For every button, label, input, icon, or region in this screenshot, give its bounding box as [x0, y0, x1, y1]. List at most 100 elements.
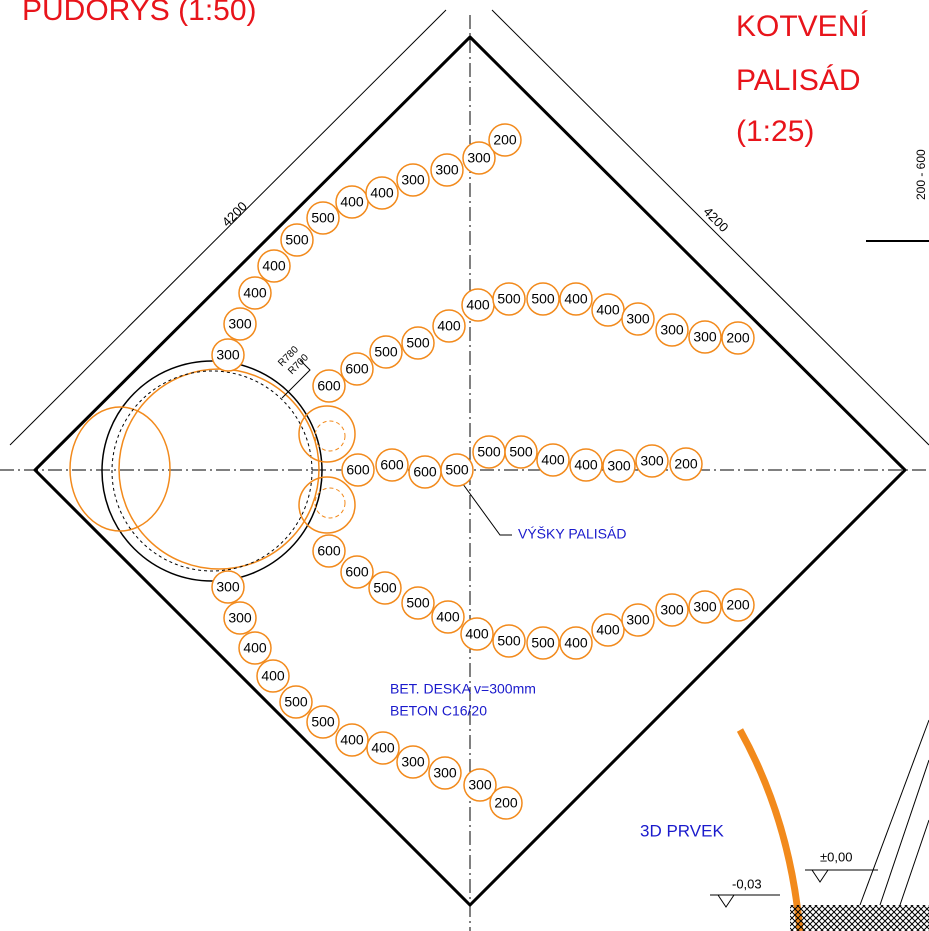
edge: [859, 719, 929, 906]
palisade: [635, 444, 669, 478]
ground: [790, 905, 929, 931]
palisade: [312, 534, 346, 568]
palisade-height: 600: [413, 464, 437, 480]
palisade: [430, 153, 464, 187]
palisade: [591, 613, 625, 647]
ring: [298, 405, 356, 463]
ring: [314, 420, 346, 452]
detail-title: KOTVENÍ: [736, 10, 868, 43]
palisade-height: 500: [531, 291, 555, 307]
palisade: [569, 448, 603, 482]
palisade: [223, 307, 257, 341]
palisade: [396, 745, 430, 779]
note: 3D PRVEK: [640, 821, 724, 840]
level-mark: [717, 894, 735, 908]
palisade-height: 400: [574, 457, 598, 473]
palisade: [721, 321, 755, 355]
leader: [281, 359, 311, 399]
palisade-height: 500: [284, 694, 308, 710]
palisade: [655, 313, 689, 347]
note: VÝŠKY PALISÁD: [518, 526, 626, 542]
palisade-height: 300: [216, 579, 240, 595]
palisade: [432, 309, 466, 343]
edge: [879, 759, 929, 906]
palisade-height: 500: [497, 633, 521, 649]
palisade-height: 400: [371, 740, 395, 756]
palisade-height: 400: [370, 185, 394, 201]
palisade-height: 600: [345, 361, 369, 377]
palisade-height: 400: [261, 668, 285, 684]
detail-title: (1:25): [736, 115, 814, 148]
palisade: [488, 123, 522, 157]
palisade: [489, 786, 523, 820]
palisade-height: 400: [465, 626, 489, 642]
ring: [298, 476, 356, 534]
note: BET. DESKA v=300mm: [390, 681, 536, 697]
note: BETON C16/20: [390, 703, 487, 719]
palisade-height: 200: [493, 132, 517, 148]
palisade-height: 400: [340, 194, 364, 210]
palisade-height: 500: [406, 595, 430, 611]
palisade: [375, 448, 409, 482]
palisade: [280, 223, 314, 257]
level-mark: [811, 869, 829, 883]
palisade: [238, 276, 272, 310]
palisade: [340, 555, 374, 589]
palisade: [669, 447, 703, 481]
palisade-height: 500: [445, 462, 469, 478]
palisade: [655, 593, 689, 627]
palisade-height: 400: [564, 635, 588, 651]
palisade-height: 500: [477, 444, 501, 460]
palisade-height: 300: [435, 162, 459, 178]
palisade-height: 500: [311, 714, 335, 730]
palisade-height: 600: [346, 462, 370, 478]
element-3d: [736, 728, 804, 931]
palisade: [365, 176, 399, 210]
palisade: [401, 586, 435, 620]
palisade-height: 300: [401, 754, 425, 770]
palisade-height: 600: [380, 457, 404, 473]
palisade: [211, 570, 245, 604]
palisade: [223, 601, 257, 635]
palisade: [341, 453, 375, 487]
palisade: [401, 326, 435, 360]
side-label: 200 - 600: [914, 149, 928, 200]
palisade: [688, 320, 722, 354]
palisade-height: 300: [693, 329, 717, 345]
palisade: [688, 590, 722, 624]
palisade-height: 600: [345, 564, 369, 580]
palisade: [559, 626, 593, 660]
detail-title: PALISÁD: [736, 64, 861, 97]
palisade-height: 200: [726, 597, 750, 613]
palisade-height: 400: [243, 640, 267, 656]
palisade: [238, 631, 272, 665]
palisade-height: 400: [436, 609, 460, 625]
palisade-height: 300: [401, 172, 425, 188]
palisade-height: 200: [674, 456, 698, 472]
dimension-line: [9, 9, 447, 446]
palisade: [460, 617, 494, 651]
level: -0,03: [732, 876, 762, 891]
palisade: [335, 723, 369, 757]
palisades: 3003004004005005004004003003003002006006…: [211, 123, 755, 820]
level: ±0,00: [820, 849, 852, 864]
palisade-height: 500: [509, 444, 533, 460]
palisade-height: 400: [466, 297, 490, 313]
palisade: [536, 443, 570, 477]
palisade: [492, 624, 526, 658]
palisade: [504, 435, 538, 469]
palisade: [256, 659, 290, 693]
palisade: [621, 603, 655, 637]
plan-title: PUDORYS (1:50): [22, 0, 257, 27]
palisade-height: 200: [726, 330, 750, 346]
palisade: [526, 626, 560, 660]
palisade: [340, 352, 374, 386]
palisade: [306, 705, 340, 739]
palisade-height: 500: [406, 335, 430, 351]
ring: [111, 370, 313, 572]
palisade-height: 400: [596, 302, 620, 318]
palisade-height: 400: [262, 258, 286, 274]
palisade-height: 500: [311, 210, 335, 226]
palisade-height: 300: [640, 453, 664, 469]
